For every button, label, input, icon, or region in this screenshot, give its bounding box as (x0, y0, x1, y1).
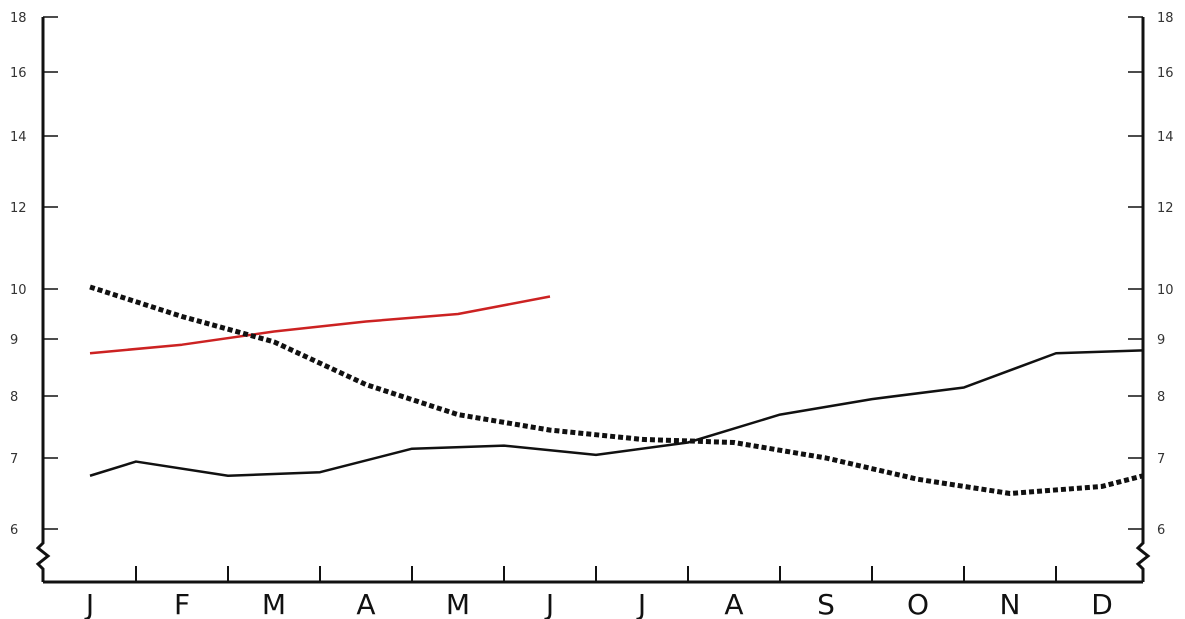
y-tick-label-left: 14 (10, 130, 27, 145)
y-tick-label-left: 18 (10, 11, 27, 26)
x-tick-label: M (262, 588, 286, 619)
x-tick-label: J (84, 588, 94, 619)
y-tick-label-left: 7 (10, 452, 18, 467)
x-tick-label: M (446, 588, 470, 619)
y-tick-label-left: 16 (10, 66, 27, 81)
y-tick-label-left: 6 (10, 523, 18, 538)
y-tick-label-right: 12 (1157, 201, 1174, 216)
y-axis-left-line (35, 17, 51, 582)
y-axis-right: 6 7 8 9 10 12 14 16 18 (1128, 11, 1174, 538)
x-tick-label: A (356, 588, 375, 619)
y-tick-label-right: 18 (1157, 11, 1174, 26)
series-line-0 (89, 295, 551, 355)
y-tick-label-right: 10 (1157, 283, 1174, 298)
y-tick-label-left: 9 (10, 333, 18, 348)
y-tick-label-right: 9 (1157, 333, 1165, 348)
y-tick-label-right: 6 (1157, 523, 1165, 538)
y-tick-label-left: 8 (10, 390, 18, 405)
y-tick-label-right: 7 (1157, 452, 1165, 467)
x-tick-label: F (174, 588, 190, 619)
y-tick-label-left: 10 (10, 283, 27, 298)
y-tick-label-left: 12 (10, 201, 27, 216)
series-line-2 (89, 349, 1144, 477)
y-axis-left: 6 7 8 9 10 12 14 16 18 (10, 11, 58, 538)
y-axis-right-line (1135, 17, 1151, 582)
x-tick-label: A (724, 588, 743, 619)
series-group (89, 284, 1144, 496)
x-tick-label: O (907, 588, 929, 619)
x-tick-label: S (817, 588, 835, 619)
x-tick-label: D (1091, 588, 1113, 619)
x-tick-label: J (544, 588, 554, 619)
series-line-1 (89, 284, 1144, 496)
y-tick-label-right: 8 (1157, 390, 1165, 405)
y-tick-label-right: 14 (1157, 130, 1174, 145)
y-tick-label-right: 16 (1157, 66, 1174, 81)
x-tick-label: N (1000, 588, 1021, 619)
x-tick-label: J (636, 588, 646, 619)
axes (35, 17, 1151, 584)
